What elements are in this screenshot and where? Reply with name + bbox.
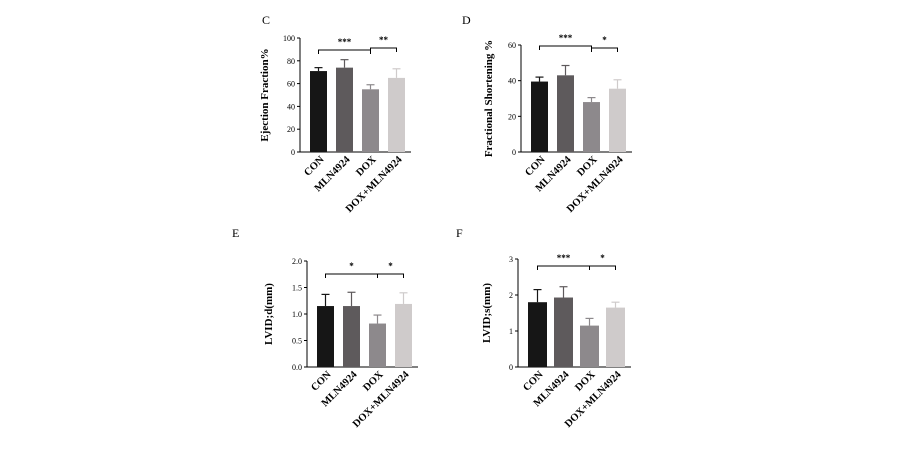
significance-label: * [388, 261, 393, 271]
bar-con [528, 302, 547, 367]
significance-bracket [377, 273, 404, 278]
bar-dox [362, 89, 379, 152]
y-tick-label: 40 [508, 77, 516, 86]
significance-bracket [589, 265, 616, 270]
bar-dox-mln4924 [388, 77, 405, 152]
y-tick-label: 60 [287, 80, 295, 89]
bar-dox [583, 102, 600, 152]
significance-bracket [325, 273, 378, 278]
y-tick-label: 0 [509, 363, 513, 372]
y-tick-label: 100 [283, 34, 295, 43]
y-tick-label: 3 [509, 255, 513, 264]
y-axis-label: LVID;d(mm) [263, 283, 275, 345]
significance-label: *** [559, 33, 573, 43]
y-tick-label: 1.0 [292, 310, 302, 319]
bar-con [317, 306, 334, 367]
y-tick-label: 1.5 [292, 284, 302, 293]
y-tick-label: 20 [287, 125, 295, 134]
bar-mln4924 [336, 67, 353, 152]
y-tick-label: 0.5 [292, 337, 302, 346]
y-tick-label: 2.0 [292, 257, 302, 266]
bar-con [310, 71, 327, 152]
significance-label: *** [338, 37, 352, 47]
y-tick-label: 0 [512, 148, 516, 157]
y-tick-label: 60 [508, 41, 516, 50]
y-axis-label: Ejection Fraction% [259, 48, 271, 141]
panel-letter: C [262, 13, 270, 27]
bar-dox-mln4924 [609, 88, 626, 152]
bar-dox-mln4924 [606, 307, 625, 367]
panel-letter: E [232, 226, 239, 240]
bar-mln4924 [554, 297, 573, 367]
significance-label: * [349, 261, 354, 271]
y-tick-label: 20 [508, 112, 516, 121]
y-axis-label: LVID;s(mm) [481, 283, 493, 343]
bar-mln4924 [557, 75, 574, 152]
significance-bracket [318, 49, 371, 54]
significance-bracket [591, 47, 618, 52]
bar-con [531, 81, 548, 152]
bar-dox [580, 325, 599, 367]
panel-letter: D [462, 13, 471, 27]
significance-bracket [370, 47, 397, 52]
bar-dox [369, 323, 386, 367]
significance-label: * [600, 253, 605, 263]
y-tick-label: 80 [287, 57, 295, 66]
y-tick-label: 1 [509, 327, 513, 336]
y-axis-label: Fractional Shortening % [483, 40, 495, 157]
bar-dox-mln4924 [395, 303, 412, 367]
significance-bracket [537, 265, 590, 270]
y-tick-label: 40 [287, 102, 295, 111]
y-tick-label: 0 [291, 148, 295, 157]
significance-label: ** [379, 35, 389, 45]
y-tick-label: 2 [509, 291, 513, 300]
significance-label: *** [557, 253, 571, 263]
panel-letter: F [456, 226, 463, 240]
significance-label: * [602, 35, 607, 45]
y-tick-label: 0.0 [292, 363, 302, 372]
significance-bracket [539, 45, 592, 50]
bar-mln4924 [343, 306, 360, 367]
